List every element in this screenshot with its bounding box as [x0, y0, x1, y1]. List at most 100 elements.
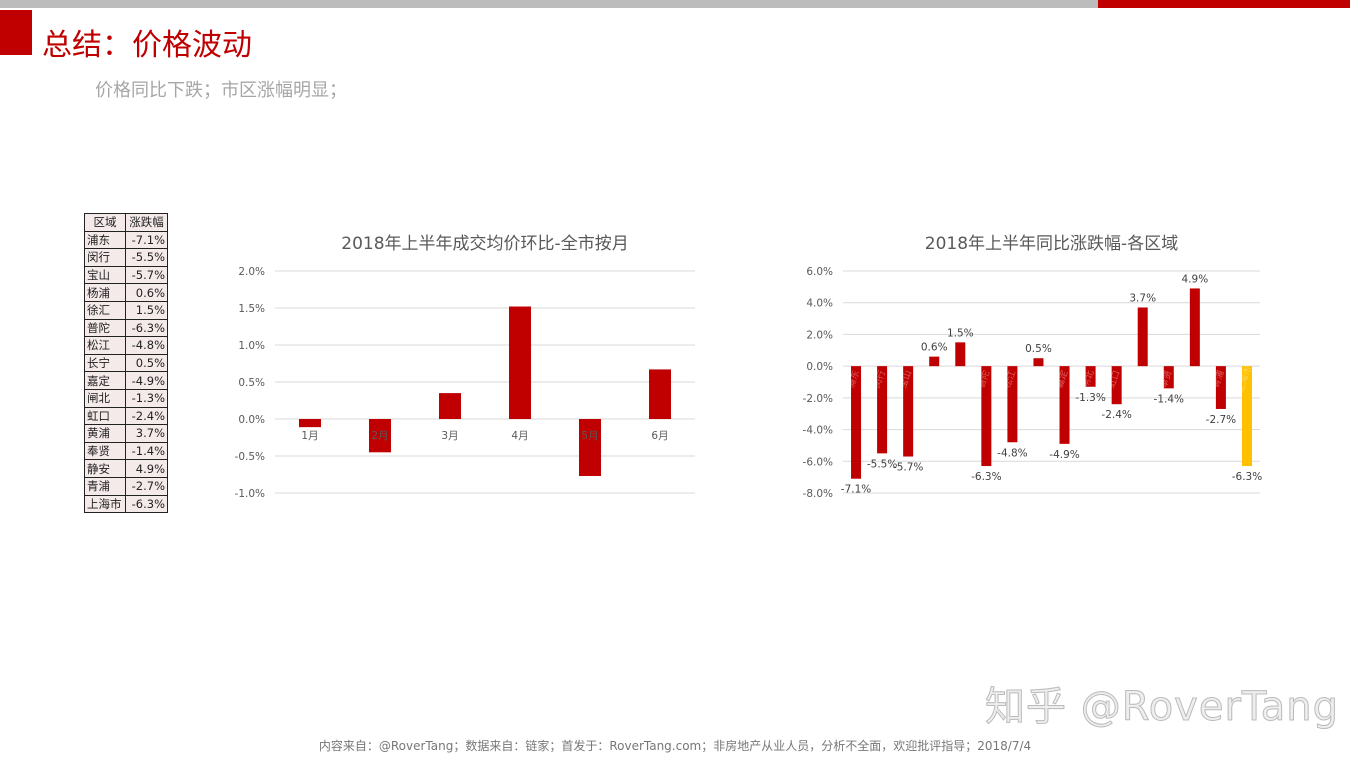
data-label: 0.6% [921, 342, 948, 354]
bar [903, 366, 914, 457]
x-tick-label: 徐汇 [949, 369, 966, 390]
page-title: 总结：价格波动 [42, 28, 252, 63]
title-marker [0, 10, 32, 55]
table-row: 嘉定 -4.9% [84, 371, 168, 390]
data-label: 4.9% [1182, 273, 1209, 285]
data-label: 3.7% [1129, 292, 1156, 304]
x-tick-label: 5月 [581, 430, 598, 442]
district-cell: 静安 [84, 459, 126, 478]
data-label: -5.7% [893, 462, 923, 474]
bar [1215, 366, 1226, 409]
bar [1137, 307, 1148, 367]
chart-title: 2018年上半年成交均价环比-全市按月 [341, 234, 628, 254]
data-label: -2.7% [1206, 414, 1236, 426]
table-row: 松江 -4.8% [84, 336, 168, 355]
change-cell: -1.3% [125, 388, 168, 408]
data-label: -4.8% [997, 447, 1027, 459]
change-cell: -5.7% [125, 265, 168, 285]
data-label: 0.5% [1025, 343, 1052, 355]
table-row: 闸北 -1.3% [84, 388, 168, 408]
table-header: 区域 涨跌幅 [84, 213, 168, 232]
x-tick-label: 2月 [371, 430, 388, 442]
district-cell: 松江 [84, 336, 126, 355]
district-cell: 普陀 [84, 318, 126, 338]
header-cell: 涨跌幅 [125, 213, 168, 232]
district-cell: 宝山 [84, 265, 126, 285]
header-cell: 区域 [84, 213, 126, 232]
change-cell: -1.4% [125, 441, 168, 461]
y-tick-label: -1.0% [235, 488, 265, 500]
top-bar-accent [1098, 0, 1350, 8]
bar [1033, 358, 1044, 367]
top-bar [0, 0, 1098, 8]
data-label: -6.3% [1232, 471, 1262, 483]
change-cell: 4.9% [125, 459, 168, 478]
district-cell: 黄浦 [84, 424, 126, 443]
district-cell: 杨浦 [84, 283, 126, 302]
y-tick-label: -0.5% [235, 451, 265, 463]
change-cell: -6.3% [125, 494, 168, 514]
x-tick-label: 4月 [511, 430, 528, 442]
district-cell: 虹口 [84, 406, 126, 426]
district-cell: 徐汇 [84, 300, 126, 320]
bar [1007, 366, 1018, 443]
y-tick-label: 1.0% [238, 340, 265, 352]
y-tick-label: -8.0% [803, 488, 833, 500]
bar [579, 419, 601, 476]
bar [1189, 288, 1200, 367]
y-tick-label: 4.0% [806, 298, 833, 310]
x-tick-label: 杨浦 [923, 369, 940, 390]
x-tick-label: 1月 [301, 430, 318, 442]
data-label: -4.9% [1049, 449, 1079, 461]
bar [981, 366, 992, 467]
change-cell: -4.8% [125, 336, 168, 355]
bar [1085, 366, 1096, 387]
data-label: -6.3% [971, 471, 1001, 483]
bar [369, 419, 391, 453]
bar [1111, 366, 1122, 405]
table-row: 上海市 -6.3% [84, 494, 168, 514]
district-cell: 青浦 [84, 476, 126, 496]
page-subtitle: 价格同比下跌；市区涨幅明显； [95, 80, 347, 101]
y-tick-label: 2.0% [806, 329, 833, 341]
x-tick-label: 6月 [651, 430, 668, 442]
y-tick-label: 1.5% [238, 303, 265, 315]
x-tick-label: 3月 [441, 430, 458, 442]
bar [299, 419, 321, 428]
table-row: 闵行 -5.5% [84, 248, 168, 267]
data-label: -1.4% [1154, 393, 1184, 405]
change-cell: -4.9% [125, 371, 168, 390]
table-row: 宝山 -5.7% [84, 265, 168, 285]
change-cell: -5.5% [125, 248, 168, 267]
data-label: -2.4% [1101, 409, 1131, 421]
change-cell: -2.7% [125, 476, 168, 496]
x-tick-label: 静安 [1183, 369, 1200, 390]
data-label: 1.5% [947, 327, 974, 339]
change-cell: 1.5% [125, 300, 168, 320]
bar [929, 356, 940, 367]
bar [955, 342, 966, 367]
x-tick-label: 长宁 [1027, 369, 1044, 390]
table-row: 徐汇 1.5% [84, 300, 168, 320]
table-row: 浦东 -7.1% [84, 230, 168, 250]
bar [877, 366, 888, 454]
data-label: -1.3% [1075, 392, 1105, 404]
y-tick-label: -4.0% [803, 425, 833, 437]
y-tick-label: -2.0% [803, 393, 833, 405]
watermark: 知乎 @RoverTang [985, 684, 1339, 731]
change-cell: 0.6% [125, 283, 168, 302]
change-cell: -6.3% [125, 318, 168, 338]
y-tick-label: 0.0% [806, 361, 833, 373]
chart-title: 2018年上半年同比涨跌幅-各区域 [925, 234, 1178, 254]
bar [851, 366, 862, 479]
bar [1059, 366, 1070, 444]
district-cell: 闵行 [84, 248, 126, 267]
table-row: 虹口 -2.4% [84, 406, 168, 426]
change-cell: -7.1% [125, 230, 168, 250]
bar [509, 306, 531, 419]
y-tick-label: 2.0% [238, 266, 265, 278]
y-tick-label: -6.0% [803, 456, 833, 468]
footer: 内容来自：@RoverTang；数据来自：链家；首发于：RoverTang.co… [318, 739, 1032, 753]
x-tick-label: 黄浦 [1131, 369, 1148, 390]
